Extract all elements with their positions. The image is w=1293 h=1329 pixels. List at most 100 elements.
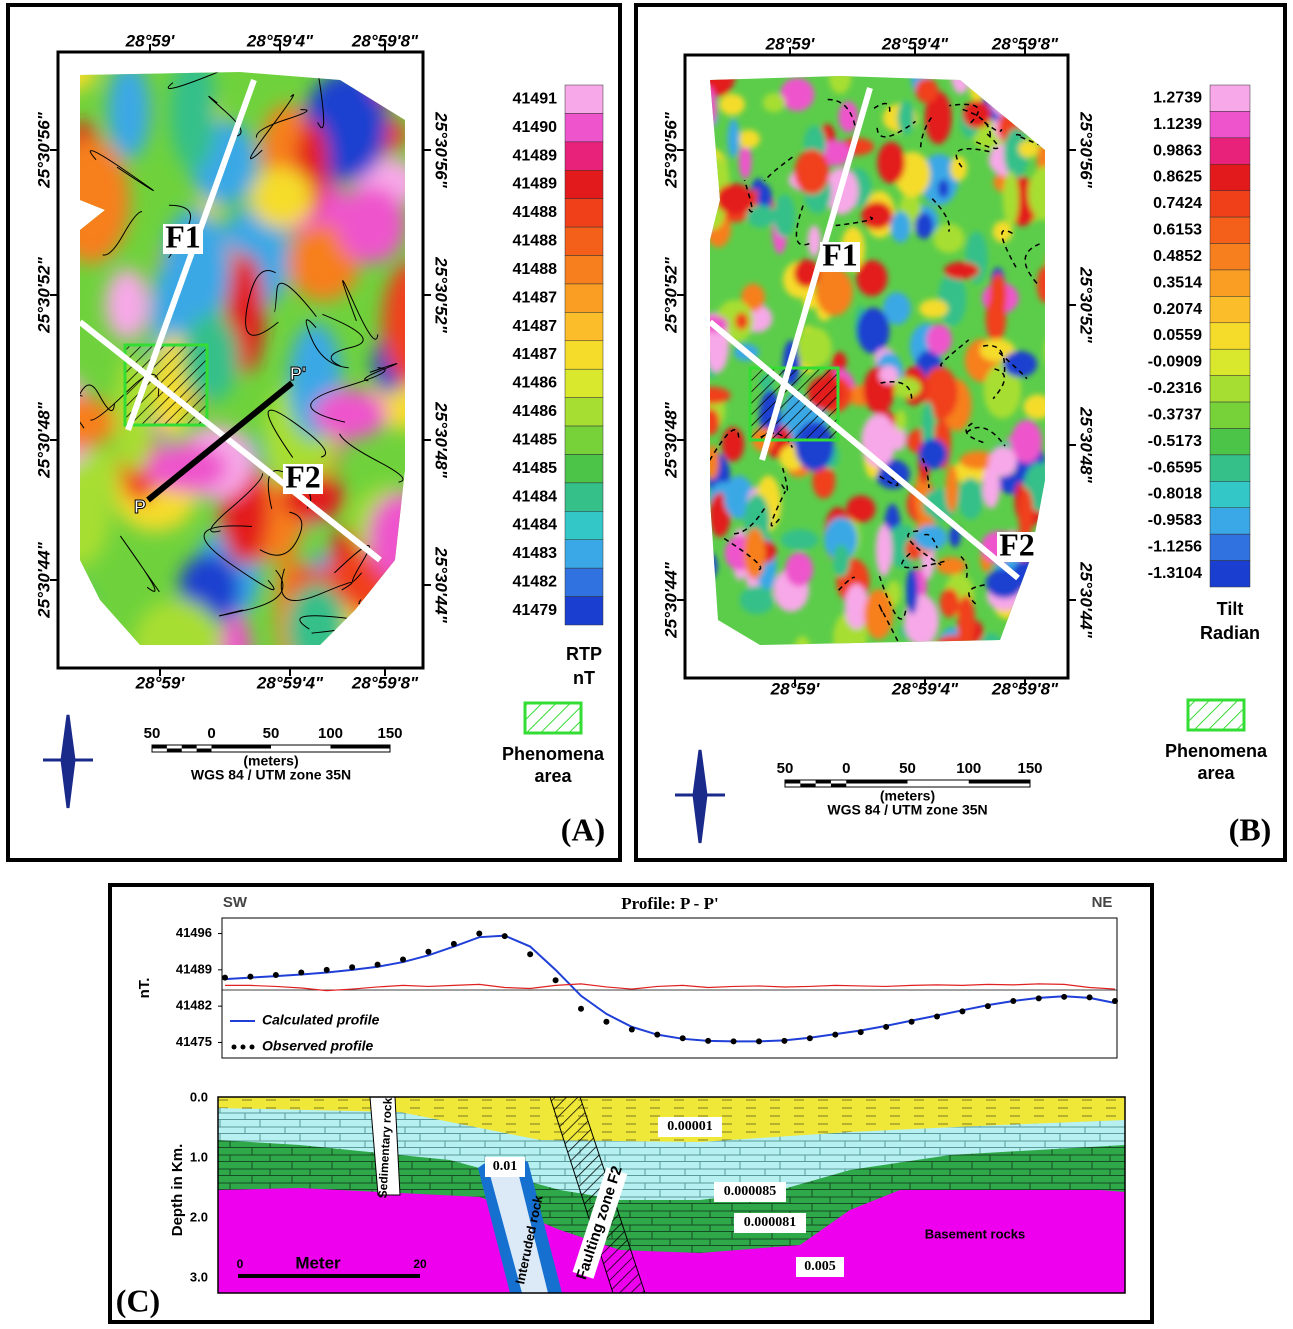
map-blob [1029,93,1045,117]
colorbar-bin [1209,560,1251,588]
observed-point [883,1023,890,1030]
legend-dot [231,1044,237,1050]
map-blob [169,72,218,171]
unit-value-bg [714,1182,786,1202]
profile-line [146,380,294,503]
map-blob [746,204,777,228]
scale-label: 0 [237,1257,244,1271]
observed-point [527,951,534,958]
lat-label: 25°30'48" [34,401,53,479]
colorbar-bin [564,539,604,569]
y-tick-label: 41475 [176,1034,212,1049]
fault-label: F2 [285,458,321,494]
map-blob [1003,128,1029,179]
colorbar-bin [1209,296,1251,324]
colorbar-bin [564,255,604,285]
colorbar-bin [1209,507,1251,535]
map-blob [1029,584,1045,622]
scale-label: 150 [1017,760,1042,777]
scale-label: 50 [144,725,161,742]
map-blob [80,579,93,637]
legend-swatch [1186,698,1246,732]
colorbar-label: 41486 [513,403,558,420]
colorbar-bin [1209,216,1251,244]
panel-label: (C) [116,1282,160,1318]
zero-contour [992,368,1006,400]
map-blob [856,307,890,354]
map-blob [895,409,907,432]
map-blob [105,268,149,340]
contour [80,384,115,422]
map-frame [56,50,425,670]
fault-line [125,78,257,432]
panel-b-border [634,3,1287,862]
map-blob [220,613,252,645]
fault-label: F2 [999,526,1035,562]
map-blob [832,544,850,578]
colorbar-bin [564,312,604,342]
colorbar-bin [1209,190,1251,218]
scale-seg [846,780,908,784]
colorbar-label: 0.9863 [1153,142,1202,159]
colorbar-bin [1209,111,1251,139]
lon-label: 28°59' [135,673,186,692]
scale-label: 150 [377,725,402,742]
scale-label: 100 [318,725,343,742]
colorbar-bin [564,113,604,143]
map-blob [798,647,810,668]
map-blob [844,584,869,630]
map-blob [934,635,970,645]
map-blob [983,363,1022,419]
observed-point [908,1018,915,1025]
colorbar-label: 0.0559 [1153,327,1202,344]
map-blob [897,100,915,136]
section-frame [217,1096,1126,1294]
observed-point [450,940,457,947]
scale-seg [968,780,1030,784]
colorbar-bin [564,170,604,199]
colorbar-label: 0.4852 [1153,248,1202,265]
colorbar-label: 1.1239 [1153,116,1202,133]
map-blob [715,183,754,215]
profile-end: P' [290,364,306,384]
fault-name-bg [572,1167,628,1279]
zero-contour [876,120,916,138]
map-blob [957,595,976,645]
map-blob [1011,602,1036,645]
map-blob [80,137,130,264]
fault-label-bg [163,224,203,254]
legend-label: Phenomena [1165,741,1268,761]
fault-line [708,319,1020,581]
map-blob [846,495,876,523]
colorbar-bin [564,425,604,455]
scale-unit: (meters) [243,753,298,769]
map-blob [943,262,980,280]
legend-label: area [1197,763,1235,783]
map-blob [368,492,405,583]
colorbar-bin [1209,401,1251,429]
colorbar-label: -0.5173 [1148,433,1202,450]
colorbar-title: Tilt [1217,599,1244,619]
colorbar-bin [564,368,604,398]
map-blob [1023,394,1045,420]
legend-label: Calculated profile [262,1012,380,1028]
zero-contour [795,205,810,246]
map-blob [107,72,151,160]
map-blob [1030,113,1045,146]
lat-label: 25°30'52" [432,256,451,334]
y-tick-label: 41482 [176,998,212,1013]
observed-point [298,969,305,976]
colorbar-bin [1209,481,1251,508]
scale-seg [166,748,182,752]
observed-point [730,1038,737,1045]
map-blob [924,91,952,145]
map-blob [915,78,939,104]
map-blob [882,292,911,325]
colorbar-bin [564,596,604,626]
zero-contour [949,103,980,124]
map-frame [683,53,1070,680]
colorbar-label: -0.6595 [1148,459,1202,476]
legend-dot [249,1044,255,1050]
unit-name: Sedimentary rock [376,1097,395,1199]
fault-label-bg [820,242,860,272]
